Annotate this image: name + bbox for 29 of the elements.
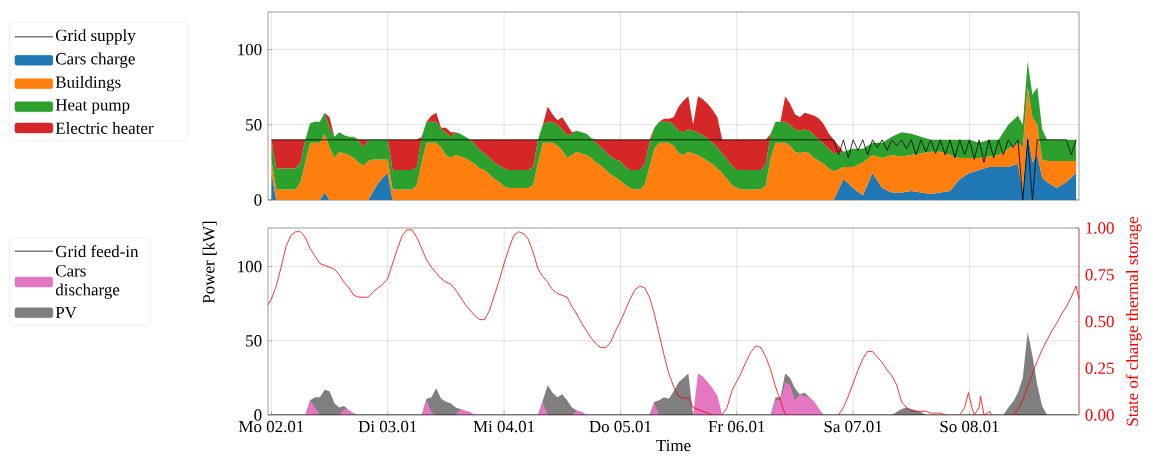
y2-tick-label: 0.50 bbox=[1085, 315, 1114, 328]
legend-label: Grid supply bbox=[55, 29, 136, 45]
x-tick-label: Fr 06.01 bbox=[708, 420, 765, 433]
y2-tick-label: 0.25 bbox=[1085, 362, 1114, 374]
y2-tick-label: 0.00 bbox=[1085, 409, 1114, 421]
x-tick-label: Sa 07.01 bbox=[824, 420, 882, 433]
x-tick-label: Mo 02.01 bbox=[238, 420, 304, 433]
x-tick-label: So 08.01 bbox=[940, 420, 999, 433]
y-tick-label: 50 bbox=[246, 119, 262, 131]
y-tick-label: 100 bbox=[238, 260, 262, 273]
y-tick-label: 0 bbox=[254, 194, 262, 206]
x-tick-label: Di 03.01 bbox=[358, 420, 417, 433]
y-tick-label: 100 bbox=[238, 43, 262, 56]
y2-axis-title: State of charge thermal storage bbox=[1125, 216, 1142, 426]
x-tick-label: Mi 04.01 bbox=[473, 420, 535, 433]
y2-tick-label: 1.00 bbox=[1086, 222, 1114, 234]
x-tick-label: Do 05.01 bbox=[589, 420, 651, 433]
y2-tick-label: 0.75 bbox=[1085, 268, 1114, 281]
x-axis-title: Time bbox=[656, 439, 691, 452]
legend-label: Electric heater bbox=[55, 122, 154, 134]
legend-label: PV bbox=[55, 306, 77, 319]
y-tick-label: 0 bbox=[254, 409, 262, 421]
legend-label: Buildings bbox=[55, 75, 121, 92]
legend-label: Cars charge bbox=[55, 52, 135, 68]
legend-label: Cars discharge bbox=[55, 265, 120, 299]
y-axis-title: Power [kW] bbox=[202, 221, 217, 304]
legend-label: Heat pump bbox=[55, 99, 130, 115]
legend-label: Grid feed-in bbox=[55, 245, 139, 258]
y-tick-label: 50 bbox=[246, 335, 262, 347]
